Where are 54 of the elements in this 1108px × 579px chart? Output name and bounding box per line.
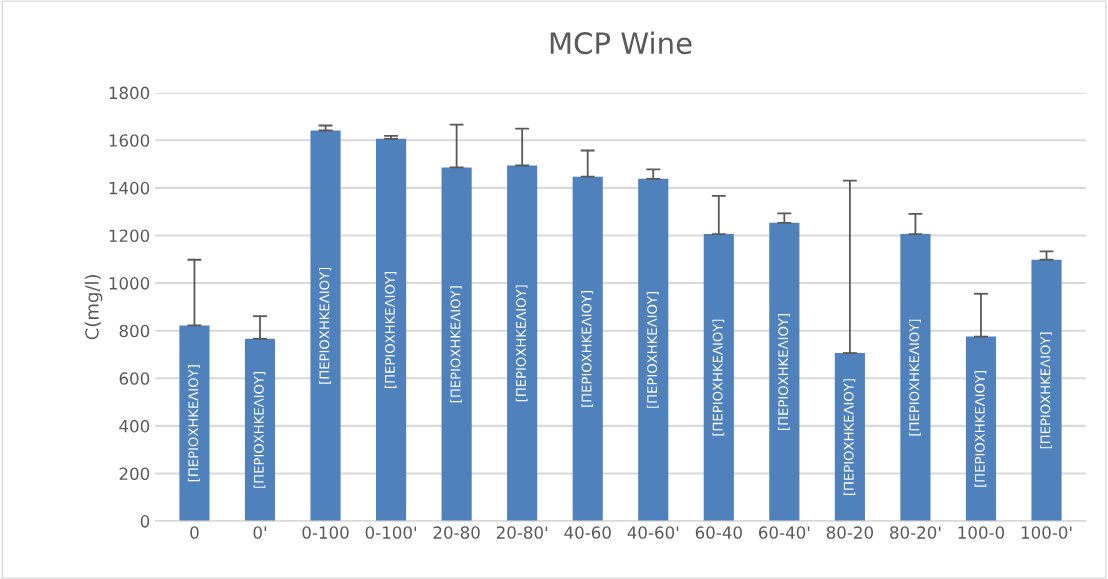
bar bbox=[572, 176, 603, 522]
x-tick-label: 20-80 bbox=[433, 526, 480, 539]
data-label: [ΠΕΡΙΟΧΗΚΕΛΙΟΥ] bbox=[974, 370, 987, 487]
data-label: [ΠΕΡΙΟΧΗΚΕΛΙΟΥ] bbox=[712, 319, 725, 436]
y-tick-label: 1200 bbox=[109, 229, 150, 243]
y-axis-title: C(mg/l) bbox=[84, 275, 103, 340]
data-label: [ΠΕΡΙΟΧΗΚΕΛΙΟΥ] bbox=[253, 372, 266, 488]
bar bbox=[507, 165, 538, 522]
data-label: [ΠΕΡΙΟΧΗΚΕΛΙΟΥ] bbox=[843, 379, 856, 495]
y-tick-label: 1800 bbox=[109, 86, 150, 100]
y-tick-label: 600 bbox=[119, 372, 150, 385]
bar bbox=[376, 138, 407, 522]
x-tick-label: 100-0' bbox=[1021, 526, 1072, 539]
bar bbox=[900, 234, 931, 522]
x-tick-label: 0-100' bbox=[365, 526, 416, 539]
bar bbox=[310, 130, 341, 522]
y-tick-label: 200 bbox=[119, 467, 150, 481]
x-tick-label: 20-80' bbox=[496, 526, 548, 539]
data-label: [ΠΕΡΙΟΧΗΚΕΛΙΟΥ] bbox=[646, 292, 659, 408]
data-label: [ΠΕΡΙΟΧΗΚΕΛΙΟΥ] bbox=[319, 267, 331, 384]
bar bbox=[834, 353, 865, 522]
bar bbox=[965, 336, 997, 522]
bar bbox=[179, 325, 210, 522]
x-tick-label: 0' bbox=[253, 526, 266, 539]
x-tick-label: 80-20 bbox=[826, 526, 873, 539]
bar bbox=[769, 222, 800, 522]
y-tick-label: 0 bbox=[140, 515, 150, 528]
data-label: [ΠΕΡΙΟΧΗΚΕΛΙΟΥ] bbox=[188, 365, 200, 482]
y-tick-label: 800 bbox=[119, 324, 150, 338]
x-tick-label: 100-0 bbox=[958, 526, 1005, 539]
y-tick-label: 1000 bbox=[109, 277, 150, 290]
data-label: [ΠΕΡΙΟΧΗΚΕΛΙΟΥ] bbox=[581, 290, 594, 407]
y-tick-label: 1400 bbox=[109, 181, 150, 195]
x-tick-label: 0-100 bbox=[302, 526, 349, 539]
bar bbox=[638, 178, 669, 522]
x-tick-label: 60-40' bbox=[759, 526, 810, 539]
x-tick-label: 0 bbox=[190, 526, 199, 539]
x-tick-label: 40-60' bbox=[627, 526, 679, 539]
x-tick-label: 60-40 bbox=[695, 526, 742, 539]
bar bbox=[703, 234, 734, 522]
data-label: [ΠΕΡΙΟΧΗΚΕΛΙΟΥ] bbox=[515, 285, 528, 402]
data-label: [ΠΕΡΙΟΧΗΚΕΛΙΟΥ] bbox=[777, 314, 790, 430]
y-tick-label: 400 bbox=[119, 419, 150, 433]
data-label: [ΠΕΡΙΟΧΗΚΕΛΙΟΥ] bbox=[384, 272, 397, 388]
data-label: [ΠΕΡΙΟΧΗΚΕΛΙΟΥ] bbox=[909, 319, 921, 436]
data-label: [ΠΕΡΙΟΧΗΚΕΛΙΟΥ] bbox=[1040, 332, 1052, 449]
x-tick-label: 40-60 bbox=[564, 526, 611, 539]
bar bbox=[441, 167, 472, 522]
x-tick-label: 80-20' bbox=[890, 526, 941, 539]
y-tick-label: 1600 bbox=[109, 134, 150, 147]
data-label: [ΠΕΡΙΟΧΗΚΕΛΙΟΥ] bbox=[450, 286, 462, 403]
bar bbox=[244, 338, 276, 522]
chart-title: MCP Wine bbox=[550, 31, 692, 55]
bar bbox=[1031, 259, 1062, 522]
